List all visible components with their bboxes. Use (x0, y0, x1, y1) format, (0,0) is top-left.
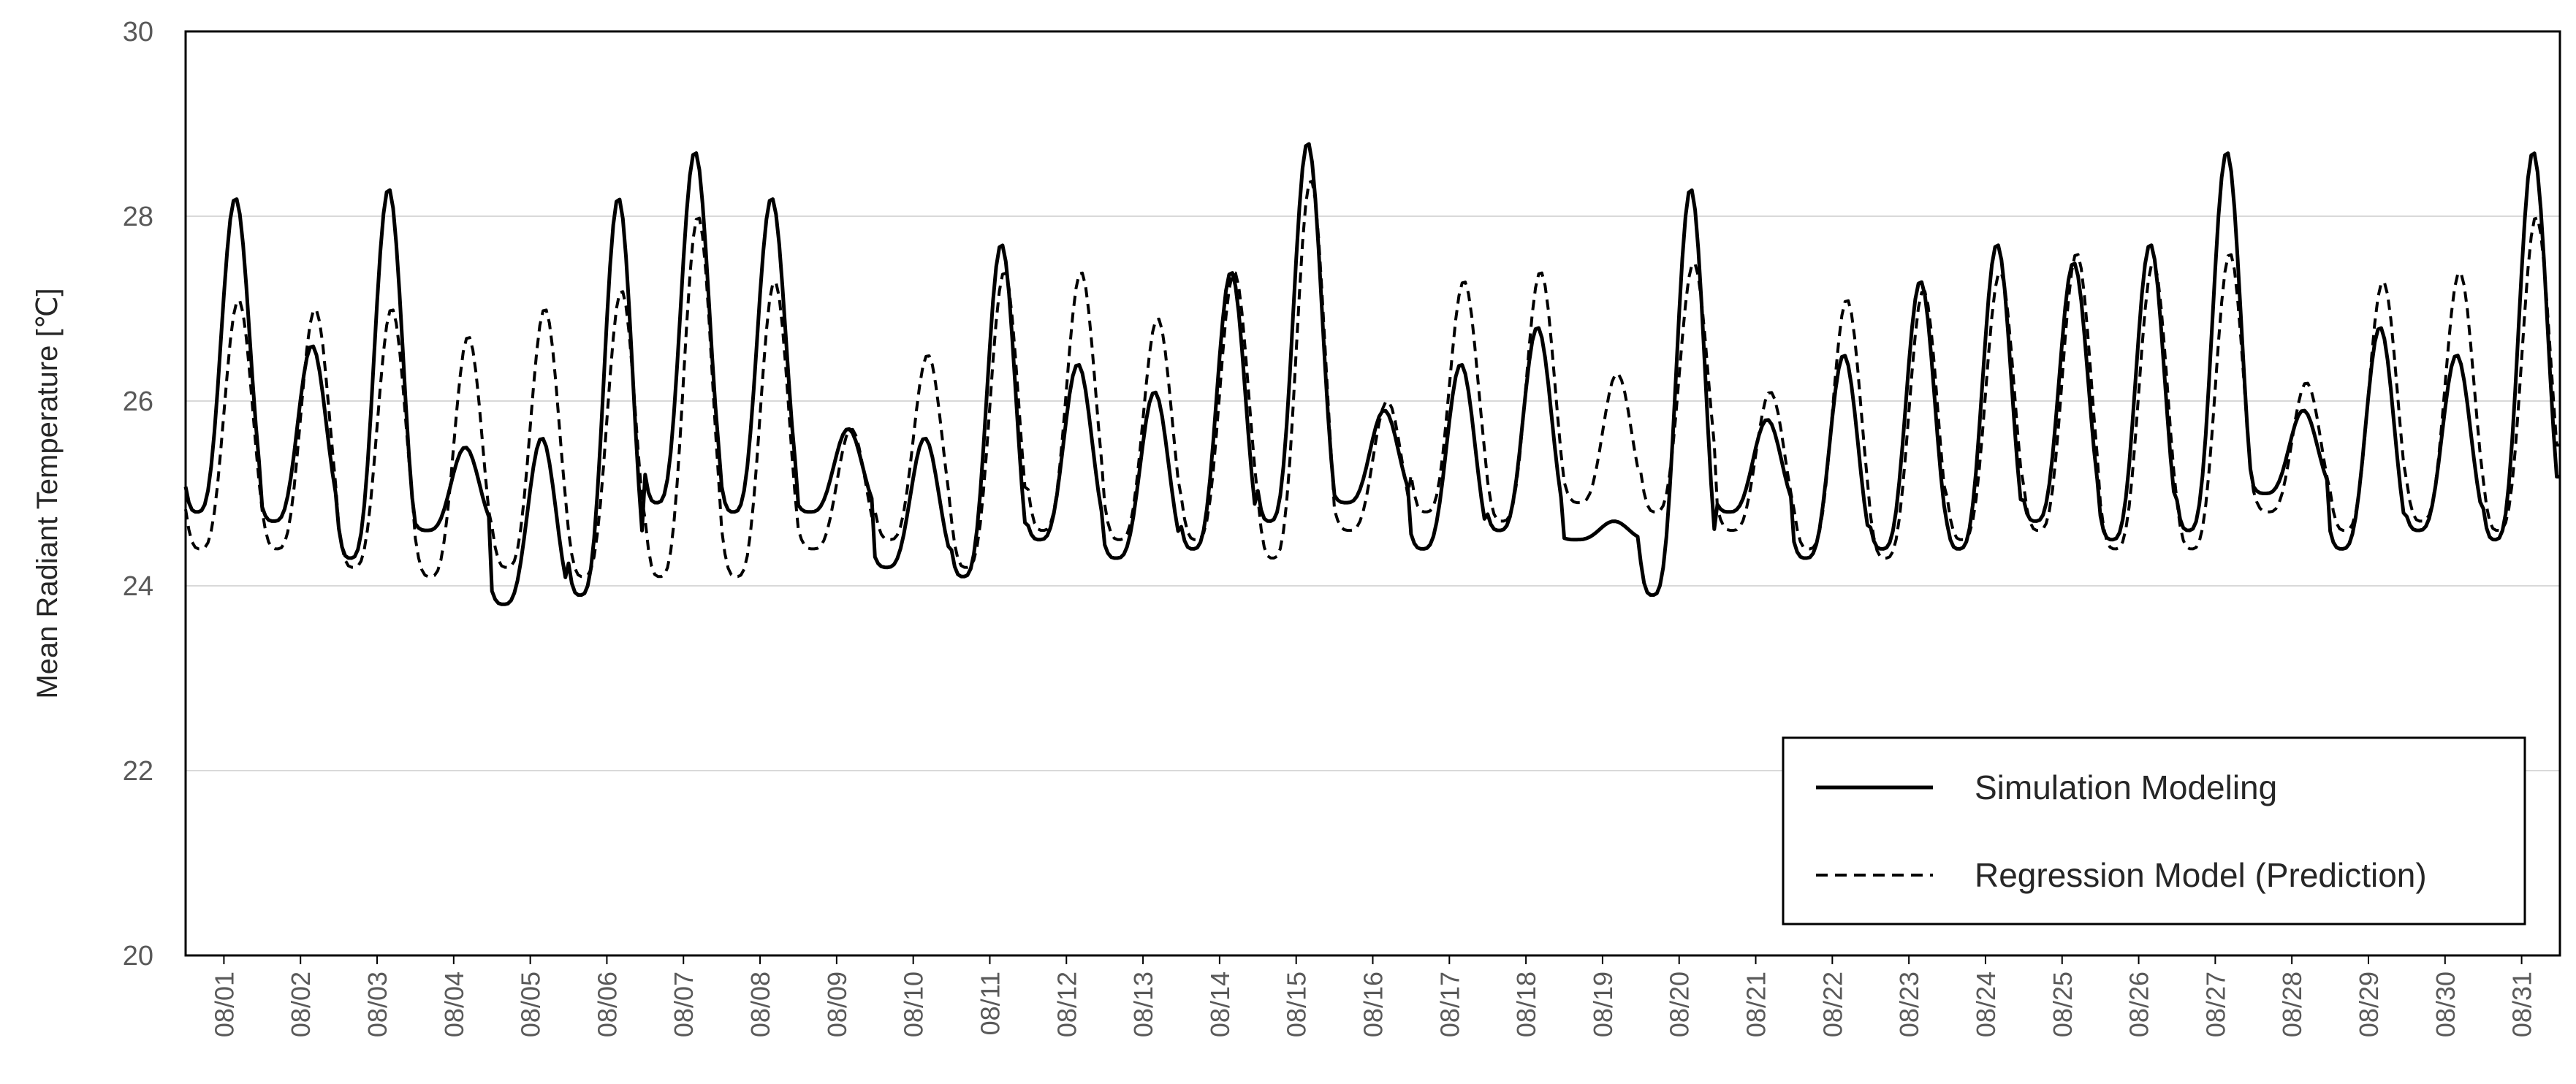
x-tick-label: 08/03 (362, 972, 392, 1037)
series-lines (183, 142, 2560, 606)
x-tick-label: 08/19 (1588, 972, 1618, 1037)
x-tick-label: 08/20 (1665, 972, 1695, 1037)
x-tick-label: 08/12 (1052, 972, 1082, 1037)
series-line-simulation (183, 142, 2560, 606)
x-tick-label: 08/04 (439, 972, 469, 1037)
x-tick-label: 08/21 (1741, 972, 1771, 1037)
x-tick-label: 08/27 (2200, 972, 2230, 1037)
x-tick-label: 08/28 (2277, 972, 2307, 1037)
legend: Simulation Modeling Regression Model (Pr… (1782, 736, 2526, 925)
x-tick-label: 08/29 (2354, 972, 2384, 1037)
x-tick-label: 08/11 (975, 972, 1005, 1035)
x-tick-label: 08/18 (1511, 972, 1541, 1037)
legend-label-simulation: Simulation Modeling (1975, 768, 2277, 806)
x-tick-label: 08/05 (516, 972, 546, 1037)
y-tick-label: 28 (123, 202, 153, 232)
y-tick-label: 20 (123, 941, 153, 972)
x-tick-label: 08/15 (1282, 972, 1312, 1037)
x-tick-label: 08/16 (1359, 972, 1388, 1037)
gridlines (186, 215, 2560, 771)
x-tick-label: 08/25 (2048, 972, 2078, 1037)
x-tick-label: 08/14 (1205, 972, 1235, 1037)
legend-box (1782, 736, 2526, 925)
x-tick-label: 08/09 (822, 972, 852, 1037)
x-tick-label: 08/31 (2507, 972, 2537, 1037)
x-tick-label: 08/22 (1817, 972, 1847, 1037)
series-line-regression (184, 180, 2560, 579)
y-tick-label: 22 (123, 756, 153, 787)
x-tick-label: 08/06 (592, 972, 622, 1037)
x-tick-label: 08/24 (1971, 972, 2001, 1037)
y-axis-title: Mean Radiant Temperature [℃] (31, 288, 64, 698)
y-axis-ticks: 20 22 24 26 28 30 (123, 17, 153, 972)
x-tick-label: 08/08 (745, 972, 775, 1037)
x-tick-label: 08/26 (2124, 972, 2154, 1037)
x-tick-label: 08/02 (286, 972, 316, 1037)
x-axis-ticks: 08/01 08/02 08/03 08/04 08/05 08/06 08/07 08/08… (209, 955, 2537, 1037)
x-tick-label: 08/23 (1894, 972, 1924, 1037)
x-tick-label: 08/13 (1128, 972, 1158, 1037)
y-tick-label: 30 (123, 17, 153, 47)
x-tick-label: 08/07 (669, 972, 699, 1037)
y-tick-label: 24 (123, 571, 153, 602)
legend-label-regression: Regression Model (Prediction) (1975, 856, 2427, 894)
x-tick-label: 08/30 (2431, 972, 2461, 1037)
x-tick-label: 08/17 (1435, 972, 1464, 1037)
x-tick-label: 08/10 (899, 972, 929, 1037)
y-tick-label: 26 (123, 386, 153, 417)
x-tick-label: 08/01 (209, 972, 239, 1037)
